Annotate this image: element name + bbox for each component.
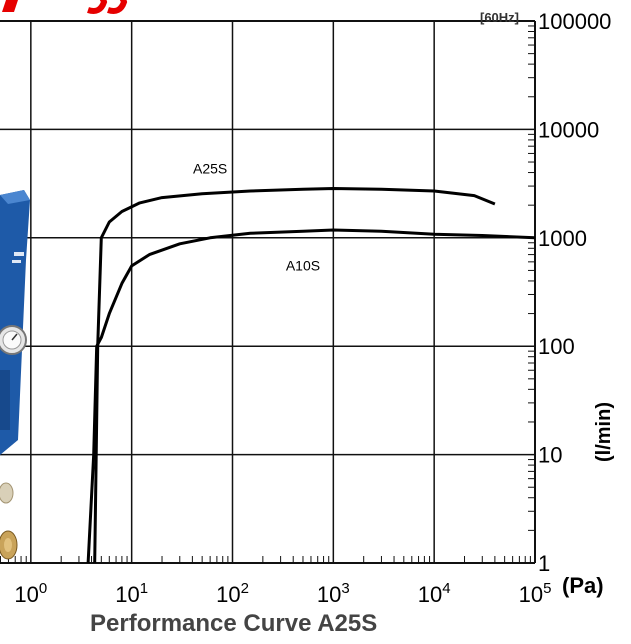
x-tick-label: 103 <box>317 580 350 607</box>
series-line-a25s <box>93 187 496 564</box>
x-tick-label: 104 <box>418 580 451 607</box>
series-label-a25s: A25S <box>193 161 227 177</box>
x-axis-unit-label: (Pa) <box>562 573 604 598</box>
chart-title: Performance Curve A25S <box>90 610 378 637</box>
series-line-a10s <box>86 228 536 564</box>
y-tick-label: 1000 <box>538 226 587 251</box>
y-tick-label: 1 <box>538 551 550 576</box>
red-logo-fragment <box>0 0 130 16</box>
y-tick-label: 100000 <box>538 9 611 34</box>
x-tick-label: 101 <box>115 580 148 607</box>
product-photo <box>0 190 34 570</box>
frequency-label: [60Hz] <box>480 10 520 25</box>
y-axis-unit-label: (l/min) <box>593 402 615 462</box>
y-tick-label: 10 <box>538 443 562 468</box>
x-tick-label: 100 <box>14 580 47 607</box>
x-tick-label: 105 <box>519 580 552 607</box>
series-label-a10s: A10S <box>286 257 320 273</box>
y-tick-label: 100 <box>538 334 575 359</box>
x-tick-label: 102 <box>216 580 249 607</box>
y-tick-label: 10000 <box>538 117 599 142</box>
